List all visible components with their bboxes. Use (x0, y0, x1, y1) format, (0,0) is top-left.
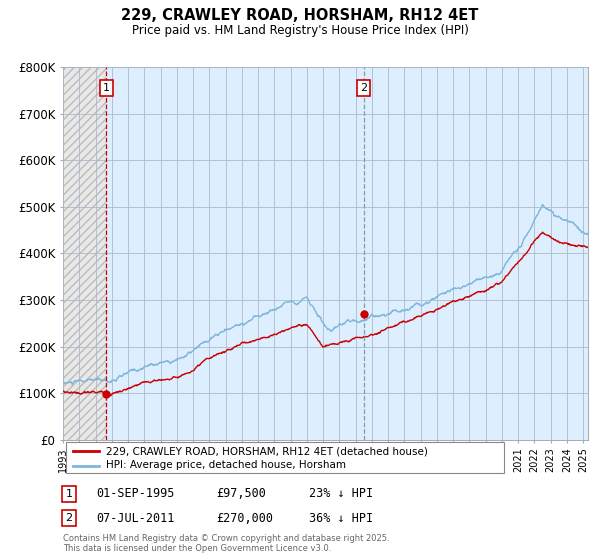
Text: Contains HM Land Registry data © Crown copyright and database right 2025.
This d: Contains HM Land Registry data © Crown c… (63, 534, 389, 553)
Text: 1: 1 (65, 489, 73, 499)
Text: £97,500: £97,500 (216, 487, 266, 501)
Text: 36% ↓ HPI: 36% ↓ HPI (309, 511, 373, 525)
Text: HPI: Average price, detached house, Horsham: HPI: Average price, detached house, Hors… (106, 460, 346, 470)
Text: 229, CRAWLEY ROAD, HORSHAM, RH12 4ET: 229, CRAWLEY ROAD, HORSHAM, RH12 4ET (121, 8, 479, 24)
Text: 2: 2 (65, 513, 73, 523)
Text: 229, CRAWLEY ROAD, HORSHAM, RH12 4ET (detached house): 229, CRAWLEY ROAD, HORSHAM, RH12 4ET (de… (106, 446, 428, 456)
Text: 07-JUL-2011: 07-JUL-2011 (96, 511, 175, 525)
Text: 2: 2 (360, 83, 367, 93)
Text: 23% ↓ HPI: 23% ↓ HPI (309, 487, 373, 501)
Text: 1: 1 (103, 83, 110, 93)
Text: £270,000: £270,000 (216, 511, 273, 525)
Text: Price paid vs. HM Land Registry's House Price Index (HPI): Price paid vs. HM Land Registry's House … (131, 24, 469, 36)
Text: 01-SEP-1995: 01-SEP-1995 (96, 487, 175, 501)
Bar (63, 67, 106, 440)
